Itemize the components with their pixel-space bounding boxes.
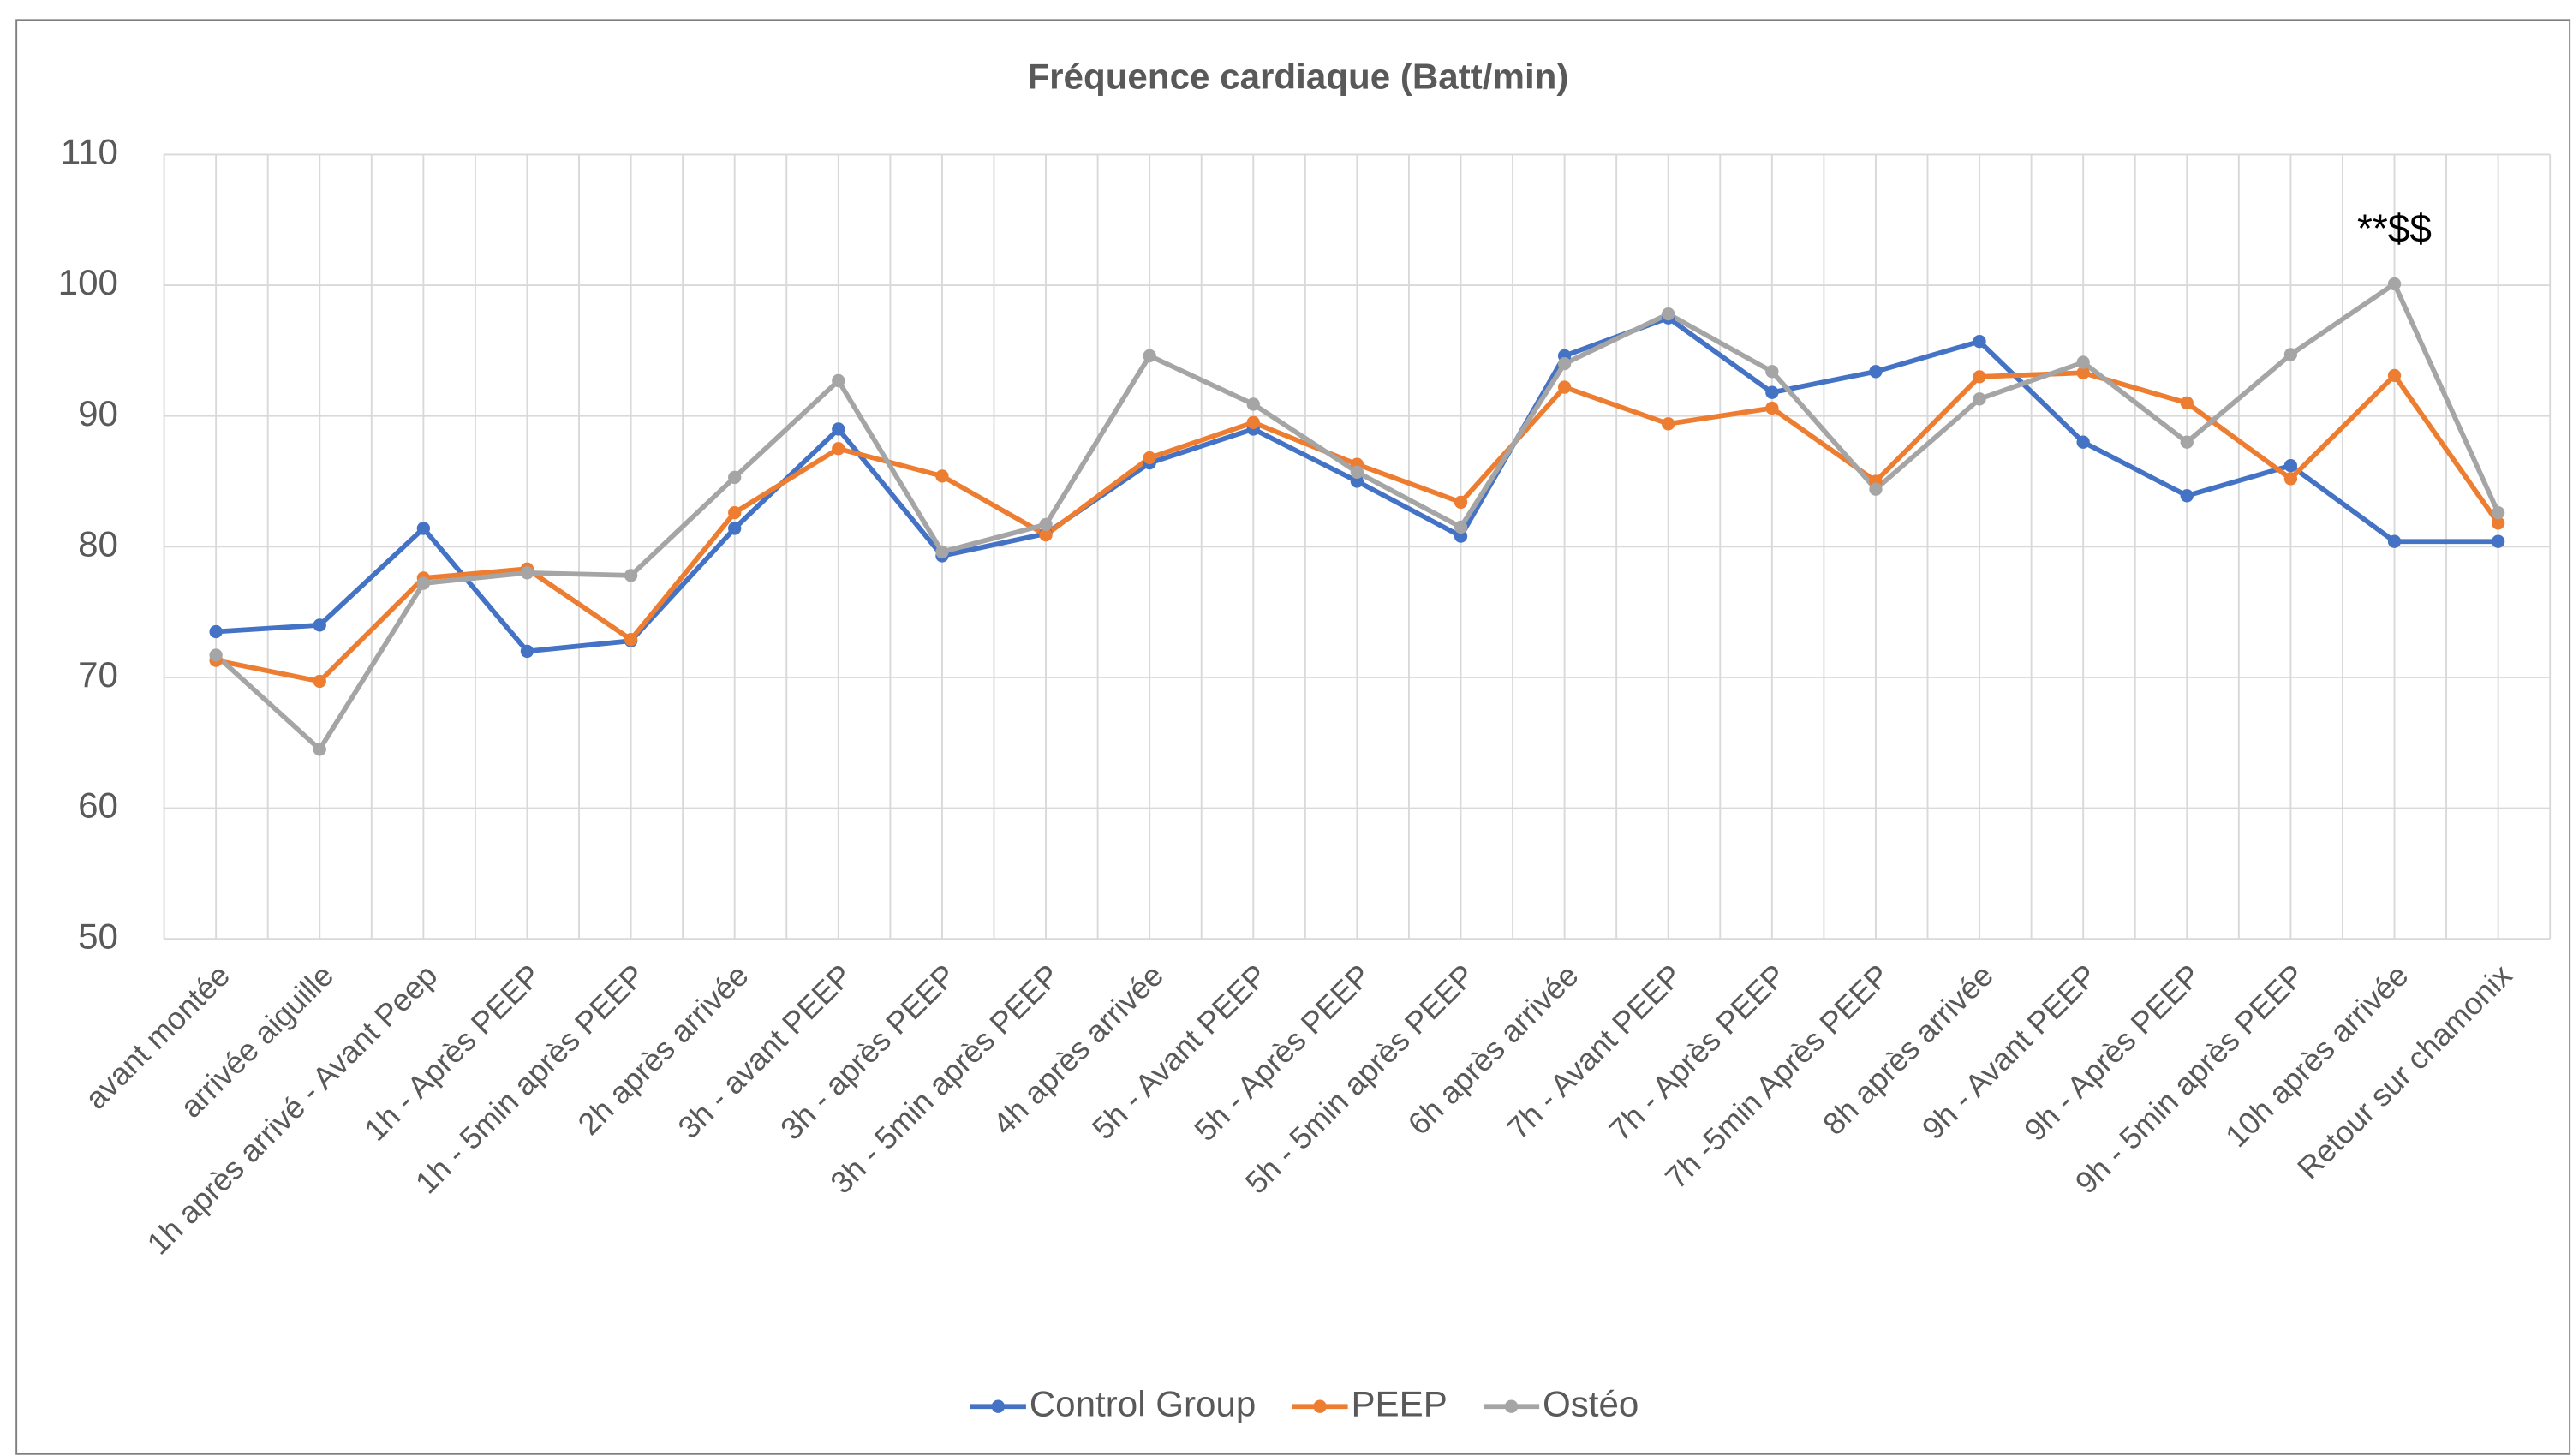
- chart-title: Fréquence cardiaque (Batt/min): [1027, 56, 1568, 96]
- series-marker: [2387, 277, 2402, 291]
- y-tick-label: 50: [78, 916, 118, 956]
- series-marker: [1350, 474, 1364, 488]
- series-marker: [1869, 365, 1883, 379]
- series-marker: [2076, 366, 2090, 379]
- legend-marker: [991, 1399, 1006, 1413]
- series-marker: [313, 743, 326, 756]
- series-marker: [1143, 451, 1156, 465]
- plot: **$$: [209, 206, 2505, 756]
- series-marker: [520, 566, 534, 580]
- series-marker: [2491, 534, 2505, 548]
- y-tick-label: 110: [61, 132, 118, 172]
- series-marker: [1662, 417, 1675, 431]
- series-marker: [2491, 516, 2505, 530]
- legend-label: PEEP: [1351, 1383, 1447, 1423]
- series-marker: [1973, 392, 1986, 406]
- series-marker: [2283, 348, 2298, 361]
- series-marker: [2180, 435, 2194, 449]
- series-marker: [2387, 534, 2402, 548]
- series-marker: [1454, 495, 1468, 510]
- series-marker: [2283, 472, 2298, 486]
- y-tick-label: 70: [78, 654, 118, 695]
- annotation: **$$: [2357, 206, 2432, 251]
- series-marker: [520, 644, 534, 659]
- series-marker: [2076, 435, 2090, 449]
- series-marker: [728, 522, 742, 535]
- series-marker: [2283, 459, 2298, 473]
- series-marker: [624, 633, 638, 647]
- series-marker: [209, 624, 223, 639]
- series-marker: [2076, 355, 2090, 369]
- series-marker: [935, 545, 949, 559]
- legend-label: Control Group: [1030, 1383, 1257, 1423]
- series-marker: [935, 469, 949, 483]
- legend: Control Group PEEP Ostéo: [970, 1383, 1639, 1423]
- series-marker: [728, 505, 742, 520]
- y-tick-label: 90: [78, 393, 118, 433]
- series-marker: [416, 576, 431, 590]
- series-marker: [1662, 307, 1675, 321]
- series-marker: [209, 648, 223, 662]
- legend-marker: [1504, 1399, 1519, 1413]
- chart-frame: [15, 19, 2571, 1455]
- legend-marker: [1313, 1399, 1327, 1413]
- y-tick-label: 100: [58, 262, 118, 302]
- series-marker: [1454, 529, 1468, 543]
- series-marker: [2387, 368, 2402, 383]
- series-marker: [1246, 397, 1260, 411]
- y-tick-label: 60: [78, 785, 118, 826]
- legend-item: PEEP: [1292, 1383, 1448, 1423]
- series-marker: [1869, 482, 1883, 496]
- series-marker: [1973, 335, 1986, 349]
- series-marker: [624, 569, 638, 582]
- series-marker: [416, 522, 431, 535]
- series-marker: [1039, 517, 1053, 532]
- series-marker: [1143, 349, 1156, 363]
- series-marker: [1039, 528, 1053, 542]
- series-marker: [832, 422, 845, 436]
- series-marker: [728, 470, 742, 485]
- legend-item: Control Group: [970, 1383, 1257, 1423]
- series-marker: [1246, 415, 1260, 429]
- series-marker: [1765, 385, 1779, 399]
- series-marker: [1973, 370, 1986, 384]
- series-marker: [313, 618, 326, 632]
- legend-label: Ostéo: [1543, 1383, 1639, 1423]
- legend-item: Ostéo: [1483, 1383, 1639, 1423]
- series-marker: [1350, 465, 1364, 479]
- y-tick-label: 80: [78, 523, 118, 564]
- series-marker: [832, 373, 845, 388]
- series-marker: [2491, 505, 2505, 520]
- series-marker: [313, 674, 326, 689]
- series-marker: [1765, 401, 1779, 415]
- series-marker: [832, 442, 845, 456]
- series-marker: [1765, 365, 1779, 379]
- series-marker: [2180, 396, 2194, 410]
- series-marker: [1454, 520, 1468, 534]
- series-marker: [1557, 356, 1572, 371]
- series-marker: [1557, 380, 1572, 394]
- series-marker: [2180, 489, 2194, 503]
